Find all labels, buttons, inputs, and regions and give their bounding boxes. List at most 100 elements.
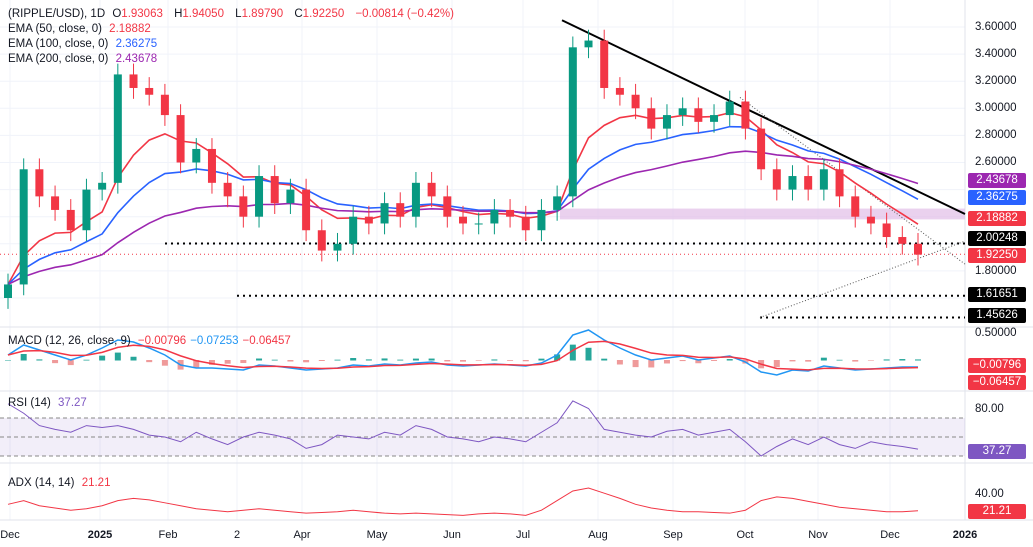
macd-histogram-bar <box>193 360 200 368</box>
time-axis-tick: May <box>366 529 388 541</box>
close-value: 1.92250 <box>302 8 345 20</box>
macd-histogram-bar <box>601 358 608 361</box>
time-axis-tick: Dec <box>0 529 20 541</box>
candle <box>584 40 593 48</box>
low-value: 1.89790 <box>241 8 284 20</box>
candle <box>239 196 248 217</box>
time-axis-tick: 2025 <box>87 529 113 541</box>
time-axis-tick: Aug <box>588 529 608 541</box>
time-axis-tick: Jul <box>515 529 531 541</box>
macd-histogram-bar <box>271 359 278 361</box>
high-label: H <box>174 8 183 20</box>
adx-tick: 40.00 <box>975 488 1004 500</box>
support-1.45-tag: 1.45626 <box>968 308 1026 323</box>
macd-histogram-bar <box>616 360 623 365</box>
candle <box>459 216 467 224</box>
price-tick: 3.60000 <box>975 21 1017 33</box>
ema50-value: 2.18882 <box>109 23 151 35</box>
candle <box>333 243 342 251</box>
open-label: O <box>112 8 122 20</box>
candle <box>192 148 201 163</box>
macd-legend: MACD (12, 26, close, 9) −0.00796 −0.07253… <box>8 335 295 347</box>
ema100-label: EMA (100, close, 0) <box>8 38 109 50</box>
candle <box>82 189 91 231</box>
macd-histogram-bar <box>146 360 153 363</box>
candle <box>788 176 797 190</box>
macd-histogram-bar <box>67 360 74 366</box>
candle <box>4 284 12 298</box>
symbol-label: (RIPPLE/USD), 1D <box>8 8 106 20</box>
candle <box>568 47 577 197</box>
candle <box>113 74 122 183</box>
candle <box>898 237 907 244</box>
candle <box>725 101 734 116</box>
time-axis-tick: Oct <box>736 529 754 541</box>
open-value: 1.93063 <box>121 8 163 20</box>
time-axis-tick: 2026 <box>952 529 978 541</box>
time-axis-tick: Sep <box>663 529 683 541</box>
macd-histogram-bar <box>36 359 43 361</box>
candle <box>286 189 295 204</box>
macd-histogram-bar <box>365 359 372 361</box>
candle <box>51 196 60 210</box>
time-axis-tick: Apr <box>293 529 311 541</box>
candle <box>364 216 373 224</box>
macd-value: −0.07253 <box>190 335 239 347</box>
macd-histogram-bar <box>444 360 451 362</box>
last-price-tag: 1.92250 <box>968 248 1026 263</box>
time-axis-tick: Jun <box>443 529 461 541</box>
ema200-label: EMA (200, close, 0) <box>8 53 109 65</box>
candle <box>270 176 279 204</box>
price-tick: 2.80000 <box>975 129 1017 141</box>
macd-histogram-bar <box>507 360 514 361</box>
ema100-price-tag: 2.36275 <box>968 190 1026 205</box>
macd-histogram-bar <box>287 360 294 362</box>
candle <box>98 182 107 190</box>
candle <box>145 87 154 95</box>
macd-histogram-bar <box>350 358 357 361</box>
candle <box>160 94 169 116</box>
candle <box>678 108 687 116</box>
macd-histogram-bar <box>318 360 325 361</box>
candle <box>129 74 138 88</box>
rsi-legend: RSI (14) 37.27 <box>8 397 91 409</box>
support-2.00-tag: 2.00248 <box>968 231 1026 246</box>
candle <box>443 196 452 217</box>
macd-histogram-bar <box>224 360 231 364</box>
time-axis-tick: 2 <box>233 529 241 541</box>
candle <box>490 209 499 224</box>
ema200-price-tag: 2.43678 <box>968 173 1026 188</box>
macd-histogram-bar <box>726 359 733 361</box>
high-value: 1.94050 <box>182 8 224 20</box>
candle <box>349 216 358 244</box>
ema200-legend: EMA (200, close, 0) 2.43678 <box>8 53 161 65</box>
candle <box>647 108 656 129</box>
macd-histogram-bar <box>867 360 874 361</box>
price-tick: 3.40000 <box>975 48 1017 60</box>
candle <box>851 196 860 217</box>
candle <box>882 223 891 238</box>
macd-histogram-bar <box>240 360 247 364</box>
macd-histogram-bar <box>915 359 921 361</box>
adx-value: 21.21 <box>81 477 111 489</box>
close-label: C <box>294 8 303 20</box>
ohlc-legend: (RIPPLE/USD), 1D O1.93063 H1.94050 L1.89… <box>8 8 458 20</box>
candle <box>66 209 75 231</box>
macd-histogram-bar <box>5 360 11 361</box>
rsi-value: 37.27 <box>58 397 87 409</box>
candle <box>427 182 436 197</box>
candle <box>741 101 750 129</box>
macd-histogram-bar <box>554 354 561 361</box>
rsi-tick: 80.00 <box>975 403 1004 415</box>
change-value: −0.00814 (−0.42%) <box>355 8 454 20</box>
macd-histogram-bar <box>460 360 466 362</box>
ema100-legend: EMA (100, close, 0) 2.36275 <box>8 38 161 50</box>
adx-legend: ADX (14, 14) 21.21 <box>8 477 114 489</box>
adx-label: ADX (14, 14) <box>8 477 75 489</box>
macd-histogram-bar <box>397 359 404 361</box>
time-axis-tick: Nov <box>808 529 828 541</box>
macd-histogram-bar <box>648 360 655 368</box>
macd-histogram-bar <box>20 354 27 361</box>
